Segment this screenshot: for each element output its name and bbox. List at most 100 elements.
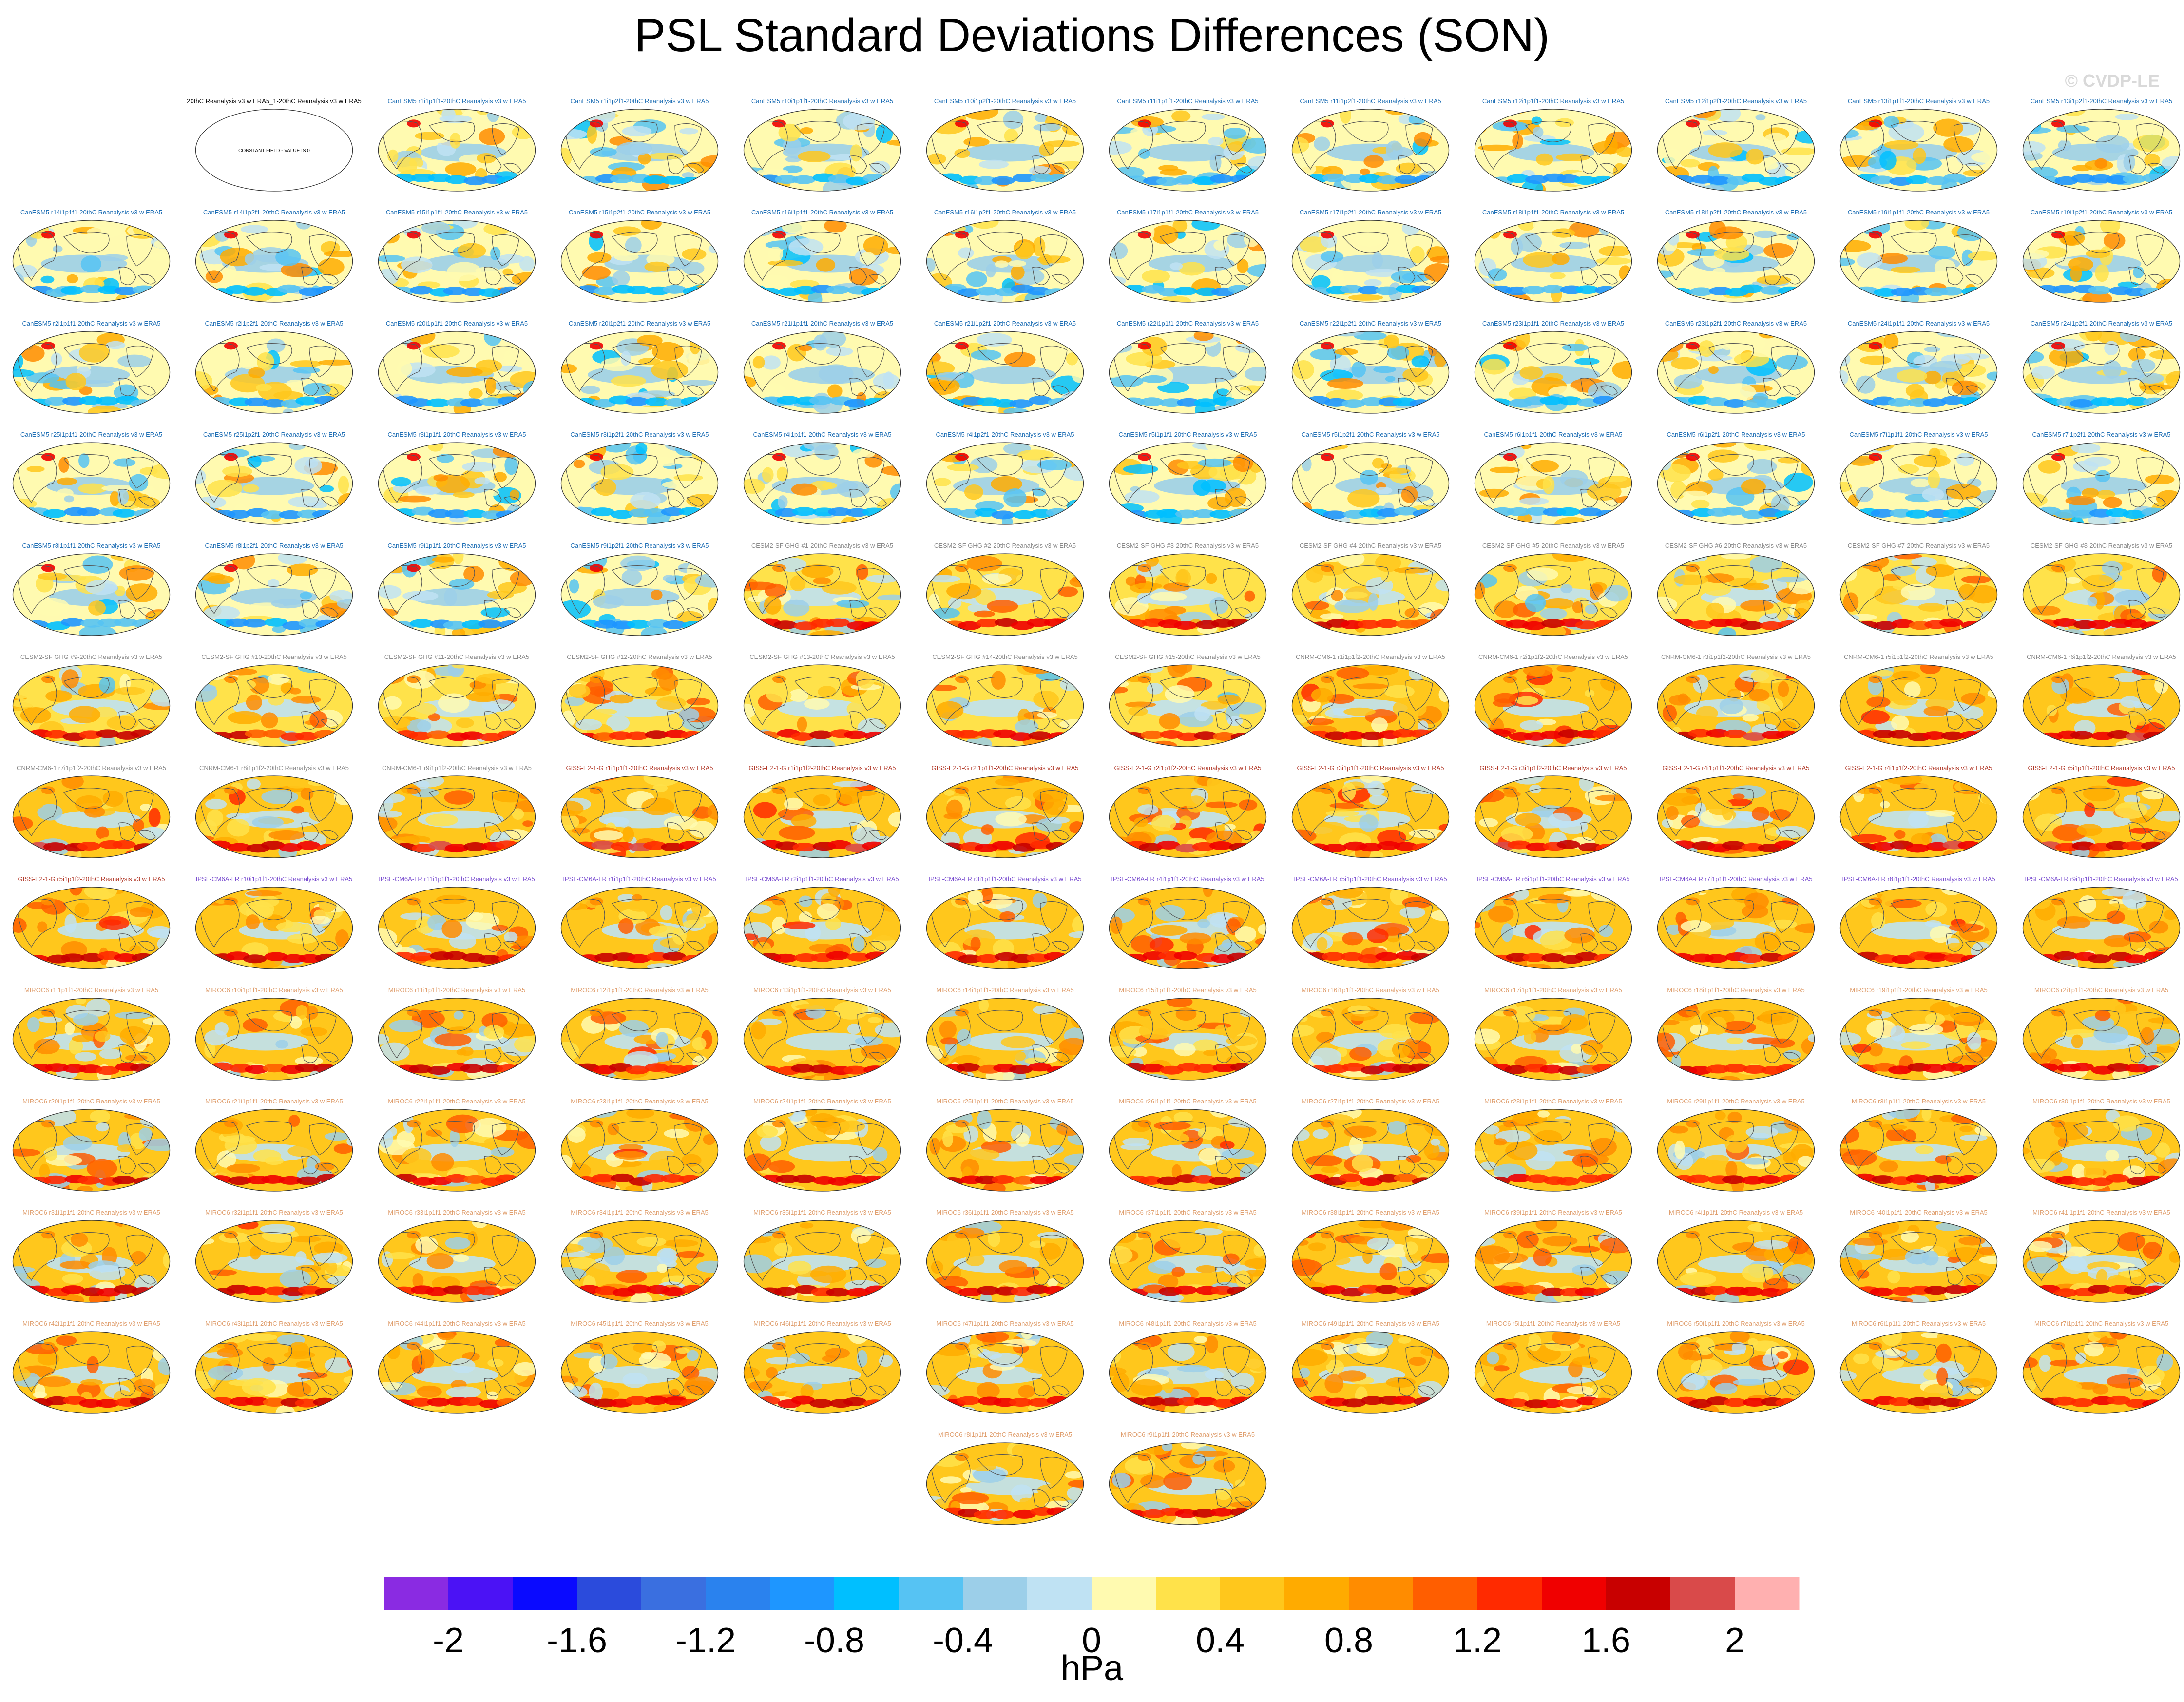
panel-title: MIROC6 r21i1p1f1-20thC Reanalysis v3 w E…	[205, 1098, 343, 1105]
panel-title: GISS-E2-1-G r2i1p1f1-20thC Reanalysis v3…	[931, 764, 1078, 772]
panel-title: MIROC6 r40i1p1f1-20thC Reanalysis v3 w E…	[1850, 1209, 1988, 1216]
map-panel: CanESM5 r18i1p2f1-20thC Reanalysis v3 w …	[1657, 209, 1815, 303]
map-outline	[1474, 664, 1632, 747]
panel-title: CanESM5 r9i1p1f1-20thC Reanalysis v3 w E…	[388, 542, 526, 549]
map-panel: CESM2-SF GHG #9-20thC Reanalysis v3 w ER…	[12, 653, 171, 747]
panel-title: MIROC6 r22i1p1f1-20thC Reanalysis v3 w E…	[388, 1098, 526, 1105]
map-outline	[2022, 664, 2181, 747]
map-panel: MIROC6 r49i1p1f1-20thC Reanalysis v3 w E…	[1291, 1320, 1450, 1414]
panel-title: CESM2-SF GHG #4-20thC Reanalysis v3 w ER…	[1300, 542, 1441, 549]
map-panel: CanESM5 r8i1p2f1-20thC Reanalysis v3 w E…	[195, 542, 353, 636]
map-outline	[1839, 664, 1998, 747]
panel-title: CanESM5 r2i1p1f1-20thC Reanalysis v3 w E…	[22, 320, 161, 327]
map-outline	[1839, 998, 1998, 1081]
panel-title: MIROC6 r29i1p1f1-20thC Reanalysis v3 w E…	[1667, 1098, 1805, 1105]
map-panel: MIROC6 r23i1p1f1-20thC Reanalysis v3 w E…	[560, 1098, 719, 1192]
map-outline	[1657, 664, 1815, 747]
panel-title: CanESM5 r14i1p2f1-20thC Reanalysis v3 w …	[203, 209, 345, 216]
map-outline	[1839, 887, 1998, 969]
panel-title: CanESM5 r8i1p1f1-20thC Reanalysis v3 w E…	[22, 542, 161, 549]
map-outline	[1839, 775, 1998, 858]
panel-title: CanESM5 r19i1p1f1-20thC Reanalysis v3 w …	[1848, 209, 1990, 216]
map-outline	[1291, 887, 1450, 969]
panel-title: CNRM-CM6-1 r7i1p1f2-20thC Reanalysis v3 …	[17, 764, 166, 772]
map-panel: CanESM5 r25i1p2f1-20thC Reanalysis v3 w …	[195, 431, 353, 525]
map-panel: CanESM5 r15i1p2f1-20thC Reanalysis v3 w …	[560, 209, 719, 303]
map-panel: CanESM5 r4i1p2f1-20thC Reanalysis v3 w E…	[926, 431, 1084, 525]
map-panel: CESM2-SF GHG #4-20thC Reanalysis v3 w ER…	[1291, 542, 1450, 636]
map-panel: CanESM5 r6i1p2f1-20thC Reanalysis v3 w E…	[1657, 431, 1815, 525]
map-panel: MIROC6 r35i1p1f1-20thC Reanalysis v3 w E…	[743, 1209, 901, 1303]
map-panel: MIROC6 r9i1p1f1-20thC Reanalysis v3 w ER…	[1109, 1431, 1267, 1525]
watermark: © CVDP-LE	[2065, 71, 2160, 91]
map-outline	[1291, 220, 1450, 303]
map-outline	[743, 220, 901, 303]
map-panel: MIROC6 r1i1p1f1-20thC Reanalysis v3 w ER…	[12, 986, 171, 1081]
map-outline	[378, 220, 536, 303]
map-outline	[378, 331, 536, 414]
map-outline	[1474, 775, 1632, 858]
map-outline	[926, 1220, 1084, 1303]
panel-title: CanESM5 r10i1p1f1-20thC Reanalysis v3 w …	[751, 97, 893, 105]
panel-title: CanESM5 r7i1p1f1-20thC Reanalysis v3 w E…	[1850, 431, 1988, 438]
map-outline	[1474, 1331, 1632, 1414]
map-outline	[743, 775, 901, 858]
map-panel: CESM2-SF GHG #7-20thC Reanalysis v3 w ER…	[1839, 542, 1998, 636]
panel-title: MIROC6 r43i1p1f1-20thC Reanalysis v3 w E…	[205, 1320, 343, 1327]
map-panel: MIROC6 r8i1p1f1-20thC Reanalysis v3 w ER…	[926, 1431, 1084, 1525]
map-outline	[1474, 442, 1632, 525]
panel-title: CanESM5 r11i1p2f1-20thC Reanalysis v3 w …	[1300, 97, 1441, 105]
panel-title: MIROC6 r23i1p1f1-20thC Reanalysis v3 w E…	[571, 1098, 709, 1105]
panel-title: MIROC6 r16i1p1f1-20thC Reanalysis v3 w E…	[1302, 986, 1439, 994]
map-outline	[1109, 998, 1267, 1081]
map-outline	[2022, 1220, 2181, 1303]
map-panel: CanESM5 r20i1p1f1-20thC Reanalysis v3 w …	[378, 320, 536, 414]
panel-title: MIROC6 r41i1p1f1-20thC Reanalysis v3 w E…	[2032, 1209, 2170, 1216]
map-panel: IPSL-CM6A-LR r6i1p1f1-20thC Reanalysis v…	[1474, 875, 1632, 969]
map-panel: CNRM-CM6-1 r7i1p1f2-20thC Reanalysis v3 …	[12, 764, 171, 858]
panel-title: GISS-E2-1-G r5i1p1f1-20thC Reanalysis v3…	[2028, 764, 2175, 772]
map-panel: MIROC6 r39i1p1f1-20thC Reanalysis v3 w E…	[1474, 1209, 1632, 1303]
map-panel: GISS-E2-1-G r2i1p1f2-20thC Reanalysis v3…	[1109, 764, 1267, 858]
panel-title: CanESM5 r15i1p1f1-20thC Reanalysis v3 w …	[386, 209, 528, 216]
map-panel: MIROC6 r19i1p1f1-20thC Reanalysis v3 w E…	[1839, 986, 1998, 1081]
map-outline	[1109, 109, 1267, 192]
map-panel: MIROC6 r34i1p1f1-20thC Reanalysis v3 w E…	[560, 1209, 719, 1303]
map-panel: IPSL-CM6A-LR r3i1p1f1-20thC Reanalysis v…	[926, 875, 1084, 969]
map-panel: CanESM5 r23i1p1f1-20thC Reanalysis v3 w …	[1474, 320, 1632, 414]
map-outline	[743, 1331, 901, 1414]
panel-title: CanESM5 r23i1p2f1-20thC Reanalysis v3 w …	[1665, 320, 1807, 327]
panel-title: CNRM-CM6-1 r8i1p1f2-20thC Reanalysis v3 …	[199, 764, 349, 772]
map-outline	[1839, 442, 1998, 525]
map-outline	[1291, 775, 1450, 858]
map-outline	[12, 553, 171, 636]
panel-title: CanESM5 r20i1p1f1-20thC Reanalysis v3 w …	[386, 320, 528, 327]
panel-title: MIROC6 r8i1p1f1-20thC Reanalysis v3 w ER…	[938, 1431, 1072, 1438]
map-outline	[2022, 1331, 2181, 1414]
map-panel: MIROC6 r6i1p1f1-20thC Reanalysis v3 w ER…	[1839, 1320, 1998, 1414]
map-panel: MIROC6 r10i1p1f1-20thC Reanalysis v3 w E…	[195, 986, 353, 1081]
map-outline	[1657, 1331, 1815, 1414]
map-outline	[560, 775, 719, 858]
map-outline	[1657, 1109, 1815, 1192]
panel-title: CNRM-CM6-1 r9i1p1f2-20thC Reanalysis v3 …	[382, 764, 532, 772]
map-outline	[1291, 1109, 1450, 1192]
map-panel: CESM2-SF GHG #3-20thC Reanalysis v3 w ER…	[1109, 542, 1267, 636]
map-outline	[1657, 1220, 1815, 1303]
map-panel: CESM2-SF GHG #8-20thC Reanalysis v3 w ER…	[2022, 542, 2181, 636]
map-outline	[1109, 664, 1267, 747]
map-panel: MIROC6 r22i1p1f1-20thC Reanalysis v3 w E…	[378, 1098, 536, 1192]
panel-title: CESM2-SF GHG #7-20thC Reanalysis v3 w ER…	[1848, 542, 1990, 549]
map-panel: MIROC6 r25i1p1f1-20thC Reanalysis v3 w E…	[926, 1098, 1084, 1192]
panel-title: MIROC6 r17i1p1f1-20thC Reanalysis v3 w E…	[1484, 986, 1622, 994]
map-panel: CanESM5 r5i1p1f1-20thC Reanalysis v3 w E…	[1109, 431, 1267, 525]
panel-title: CESM2-SF GHG #14-20thC Reanalysis v3 w E…	[932, 653, 1077, 660]
map-panel: GISS-E2-1-G r3i1p1f2-20thC Reanalysis v3…	[1474, 764, 1632, 858]
map-panel: IPSL-CM6A-LR r5i1p1f1-20thC Reanalysis v…	[1291, 875, 1450, 969]
panel-title: MIROC6 r34i1p1f1-20thC Reanalysis v3 w E…	[571, 1209, 709, 1216]
panel-title: IPSL-CM6A-LR r9i1p1f1-20thC Reanalysis v…	[2025, 875, 2178, 883]
map-panel: CanESM5 r21i1p1f1-20thC Reanalysis v3 w …	[743, 320, 901, 414]
map-outline	[743, 664, 901, 747]
panel-title: GISS-E2-1-G r3i1p1f2-20thC Reanalysis v3…	[1479, 764, 1627, 772]
map-panel: IPSL-CM6A-LR r9i1p1f1-20thC Reanalysis v…	[2022, 875, 2181, 969]
